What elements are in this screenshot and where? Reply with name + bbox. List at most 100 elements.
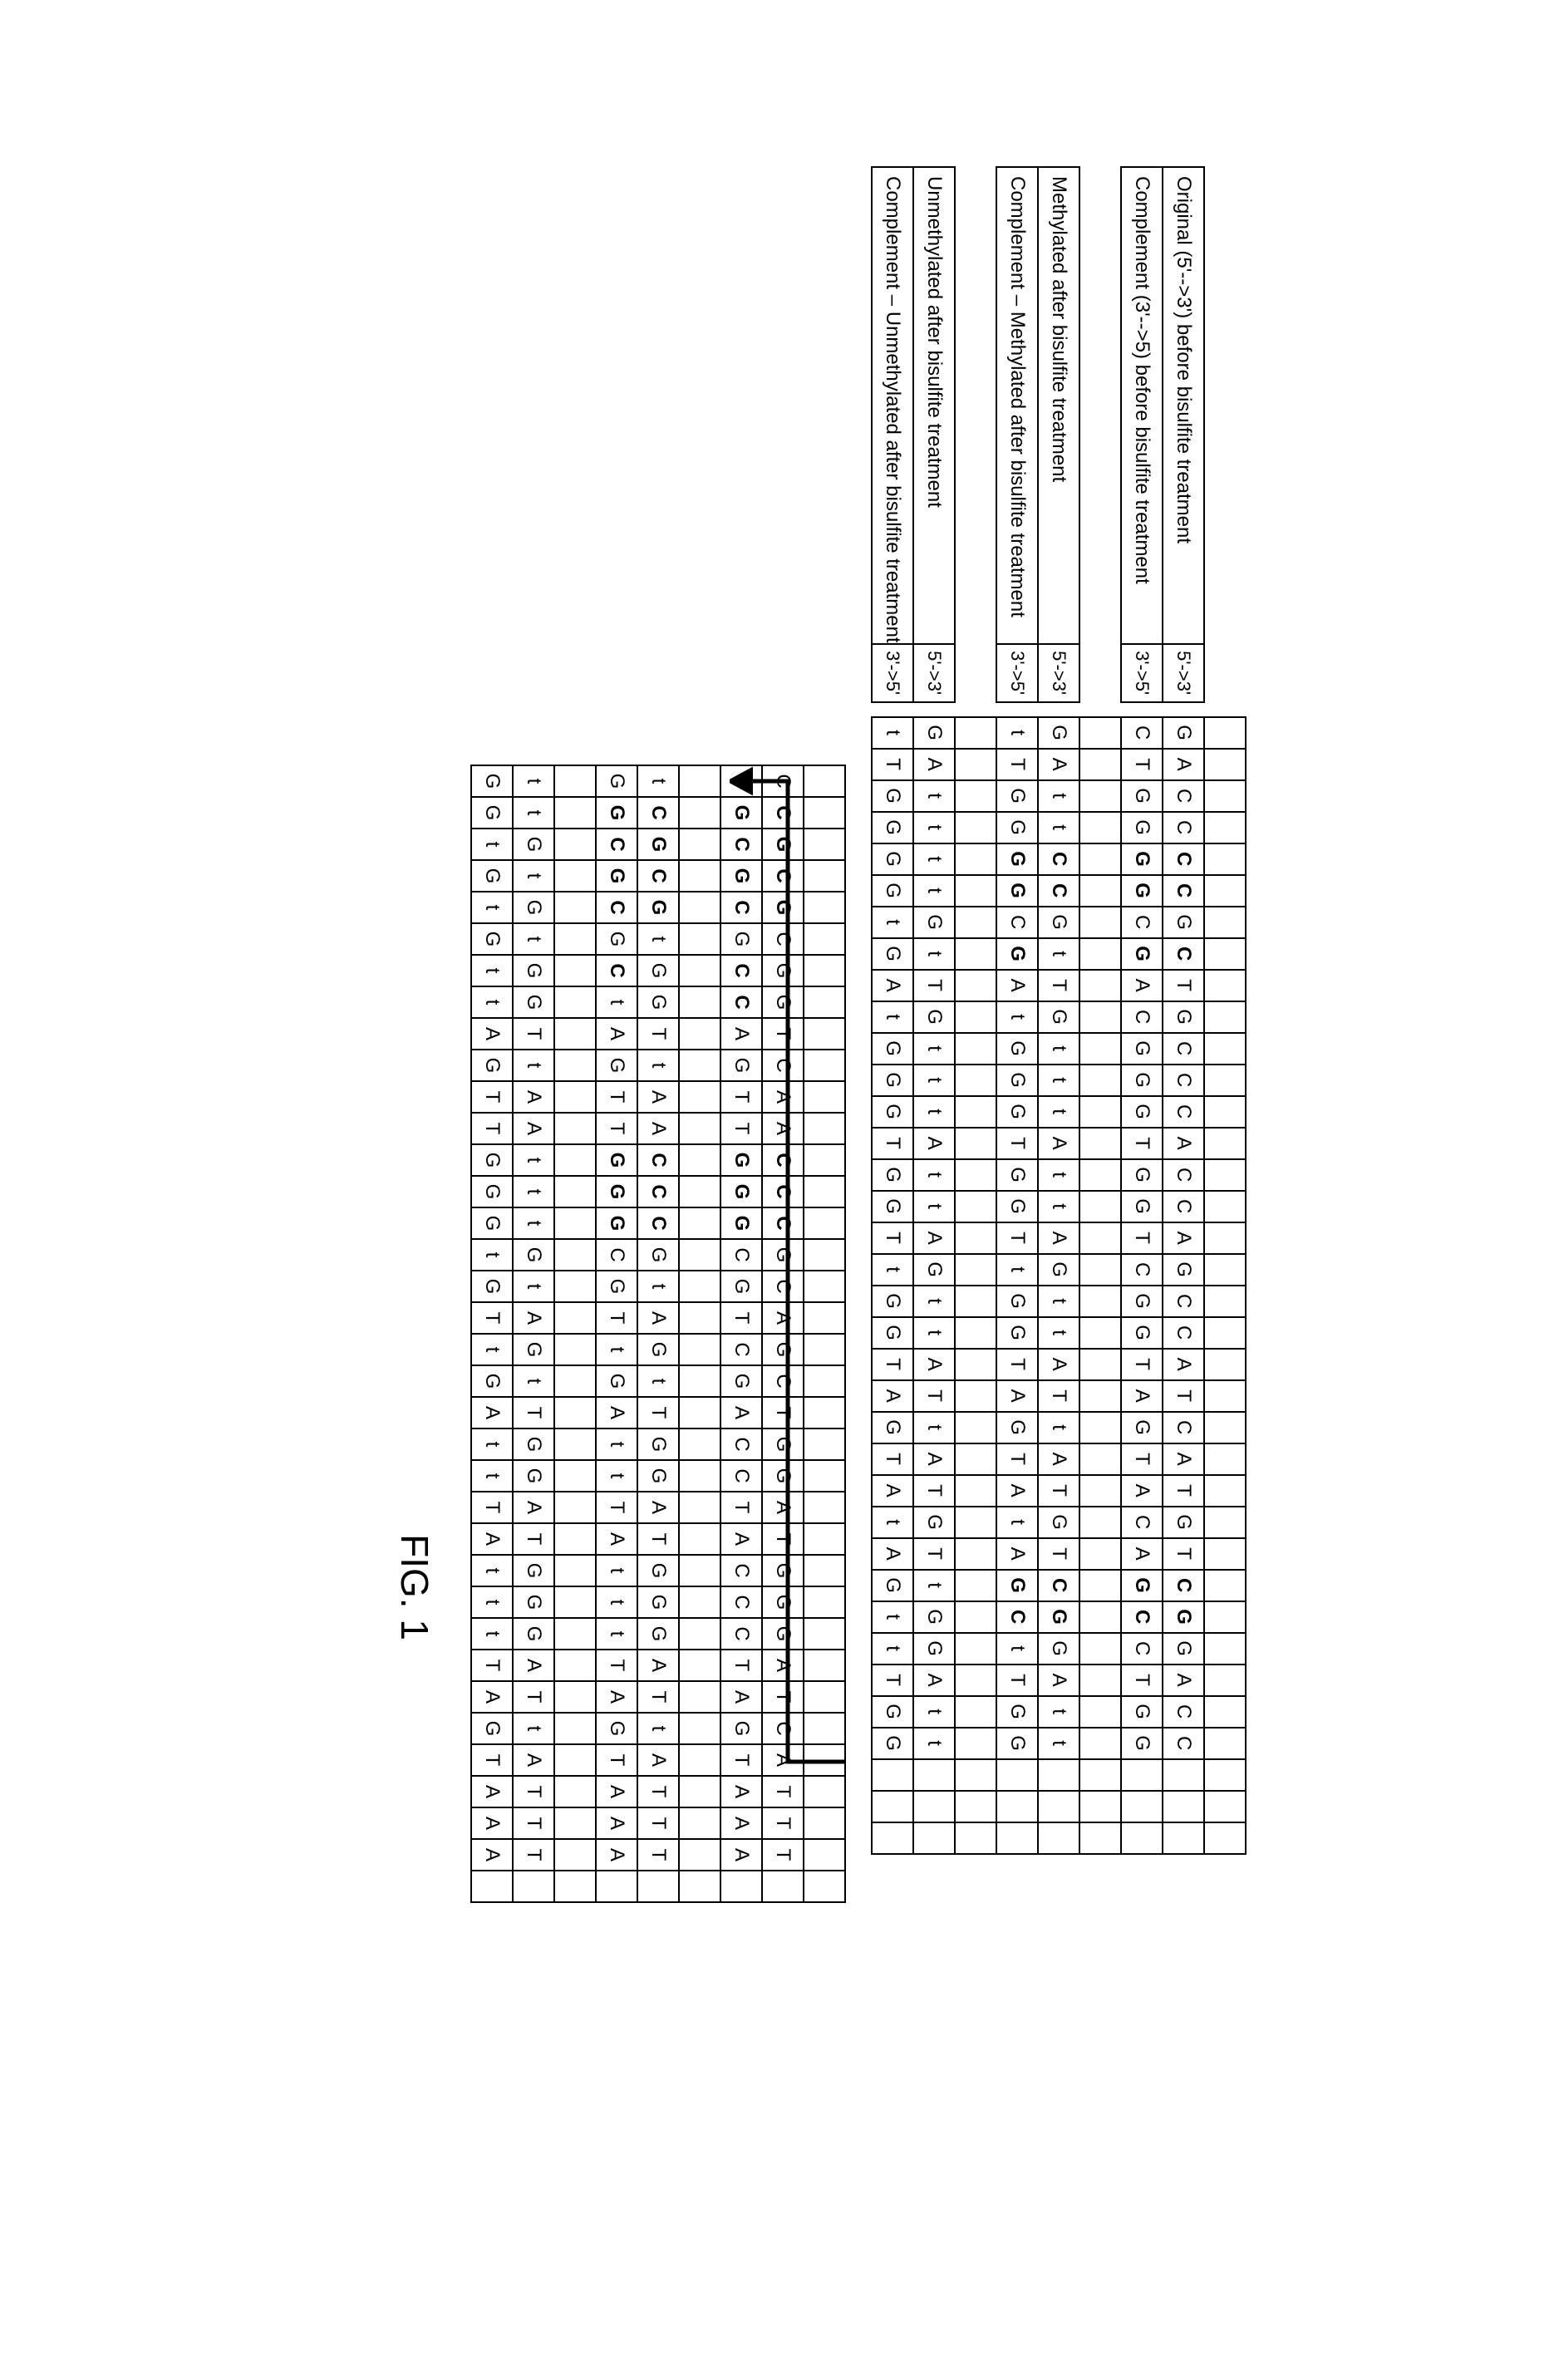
base-cell: G (872, 780, 913, 812)
base-cell: t (872, 1001, 913, 1033)
base-cell: G (872, 1696, 913, 1728)
base-cell: C (1038, 875, 1079, 907)
base-cell: t (513, 1207, 554, 1239)
base-cell: G (596, 1365, 637, 1397)
base-cell (471, 1871, 513, 1902)
base-cell: t (596, 1460, 637, 1492)
base-cell: A (872, 1475, 913, 1507)
base-cell: t (1038, 1191, 1079, 1222)
base-cell: t (913, 1412, 955, 1443)
base-cell: A (913, 1443, 955, 1475)
base-cell (872, 1759, 913, 1791)
base-cell: C (1163, 938, 1204, 970)
base-cell: G (872, 1317, 913, 1349)
base-cell: C (1163, 1096, 1204, 1128)
base-cell: G (513, 1239, 554, 1271)
base-cell: T (1163, 970, 1204, 1001)
base-cell (1121, 1759, 1163, 1791)
base-cell: T (872, 1222, 913, 1254)
base-cell: T (637, 1523, 679, 1555)
base-cell: C (1163, 1159, 1204, 1191)
base-cell (1163, 1822, 1204, 1854)
base-cell: G (637, 1428, 679, 1460)
base-cell: G (996, 1033, 1038, 1065)
base-cell: t (1038, 812, 1079, 843)
base-cell: C (996, 1601, 1038, 1633)
base-cell: G (1038, 907, 1079, 938)
base-cell: A (596, 1776, 637, 1807)
base-cell: T (872, 1665, 913, 1696)
base-cell: G (1163, 1601, 1204, 1633)
base-cell: G (637, 955, 679, 986)
base-cell: G (596, 1207, 637, 1239)
base-cell: t (471, 829, 513, 860)
base-cell: G (1121, 1728, 1163, 1759)
base-cell: G (471, 765, 513, 797)
base-cell: t (1038, 1728, 1079, 1759)
base-cell: A (1163, 1222, 1204, 1254)
base-cell: T (637, 1839, 679, 1871)
base-cell (872, 1791, 913, 1822)
base-cell: C (1163, 1065, 1204, 1096)
sequence-direction: 5'->3' (1038, 644, 1079, 702)
base-cell: G (471, 1050, 513, 1081)
base-cell: A (913, 1349, 955, 1380)
base-cell: t (637, 923, 679, 955)
base-cell: G (1163, 1001, 1204, 1033)
base-cell: t (913, 1696, 955, 1728)
base-cell: A (913, 1128, 955, 1159)
base-cell: G (996, 843, 1038, 875)
base-cell: G (513, 1334, 554, 1365)
base-cell: G (996, 1728, 1038, 1759)
base-cell: G (596, 1713, 637, 1744)
base-cell: A (471, 1523, 513, 1555)
base-cell: C (637, 1144, 679, 1176)
base-cell: G (996, 1570, 1038, 1601)
sequence-row-label: Complement – Methylated after bisulfite … (996, 167, 1038, 644)
base-cell: T (513, 1018, 554, 1050)
base-cell: G (1163, 717, 1204, 749)
base-cell: G (1121, 812, 1163, 843)
base-cell: G (513, 1428, 554, 1460)
base-cell: A (996, 1538, 1038, 1570)
base-cell: t (513, 860, 554, 892)
base-cell: t (471, 1428, 513, 1460)
base-cell: t (913, 812, 955, 843)
base-cell: t (637, 1713, 679, 1744)
base-cell (872, 1822, 913, 1854)
base-cell: T (513, 1807, 554, 1839)
base-cell: G (1121, 938, 1163, 970)
base-cell: t (913, 1286, 955, 1317)
sequence-direction: 3'->5' (1121, 644, 1163, 702)
base-cell: t (1038, 1412, 1079, 1443)
base-cell: A (1038, 1443, 1079, 1475)
base-cell (1121, 1791, 1163, 1822)
sequence-direction: 5'->3' (913, 644, 955, 702)
base-cell: A (637, 1302, 679, 1334)
base-cell: G (471, 860, 513, 892)
base-cell: A (1163, 1443, 1204, 1475)
base-cell: G (1121, 1286, 1163, 1317)
base-cell: t (913, 1317, 955, 1349)
base-cell: T (1121, 1443, 1163, 1475)
base-cell: t (596, 1586, 637, 1618)
base-cell: G (1163, 1254, 1204, 1286)
base-cell: t (637, 765, 679, 797)
base-cell: C (637, 1207, 679, 1239)
base-cell: G (513, 955, 554, 986)
base-cell: A (471, 1776, 513, 1807)
base-cell: A (913, 749, 955, 780)
base-cell: A (1121, 1538, 1163, 1570)
base-cell: t (1038, 1096, 1079, 1128)
base-cell: T (471, 1492, 513, 1523)
base-cell: G (1121, 843, 1163, 875)
base-cell: T (913, 1475, 955, 1507)
base-cell: G (513, 1460, 554, 1492)
base-cell: T (913, 1538, 955, 1570)
base-cell: T (913, 970, 955, 1001)
base-cell: C (1163, 1570, 1204, 1601)
base-cell: T (596, 1081, 637, 1113)
sequence-row-label: Methylated after bisulfite treatment (1038, 167, 1079, 644)
base-cell: t (913, 780, 955, 812)
base-cell: C (1121, 1601, 1163, 1633)
